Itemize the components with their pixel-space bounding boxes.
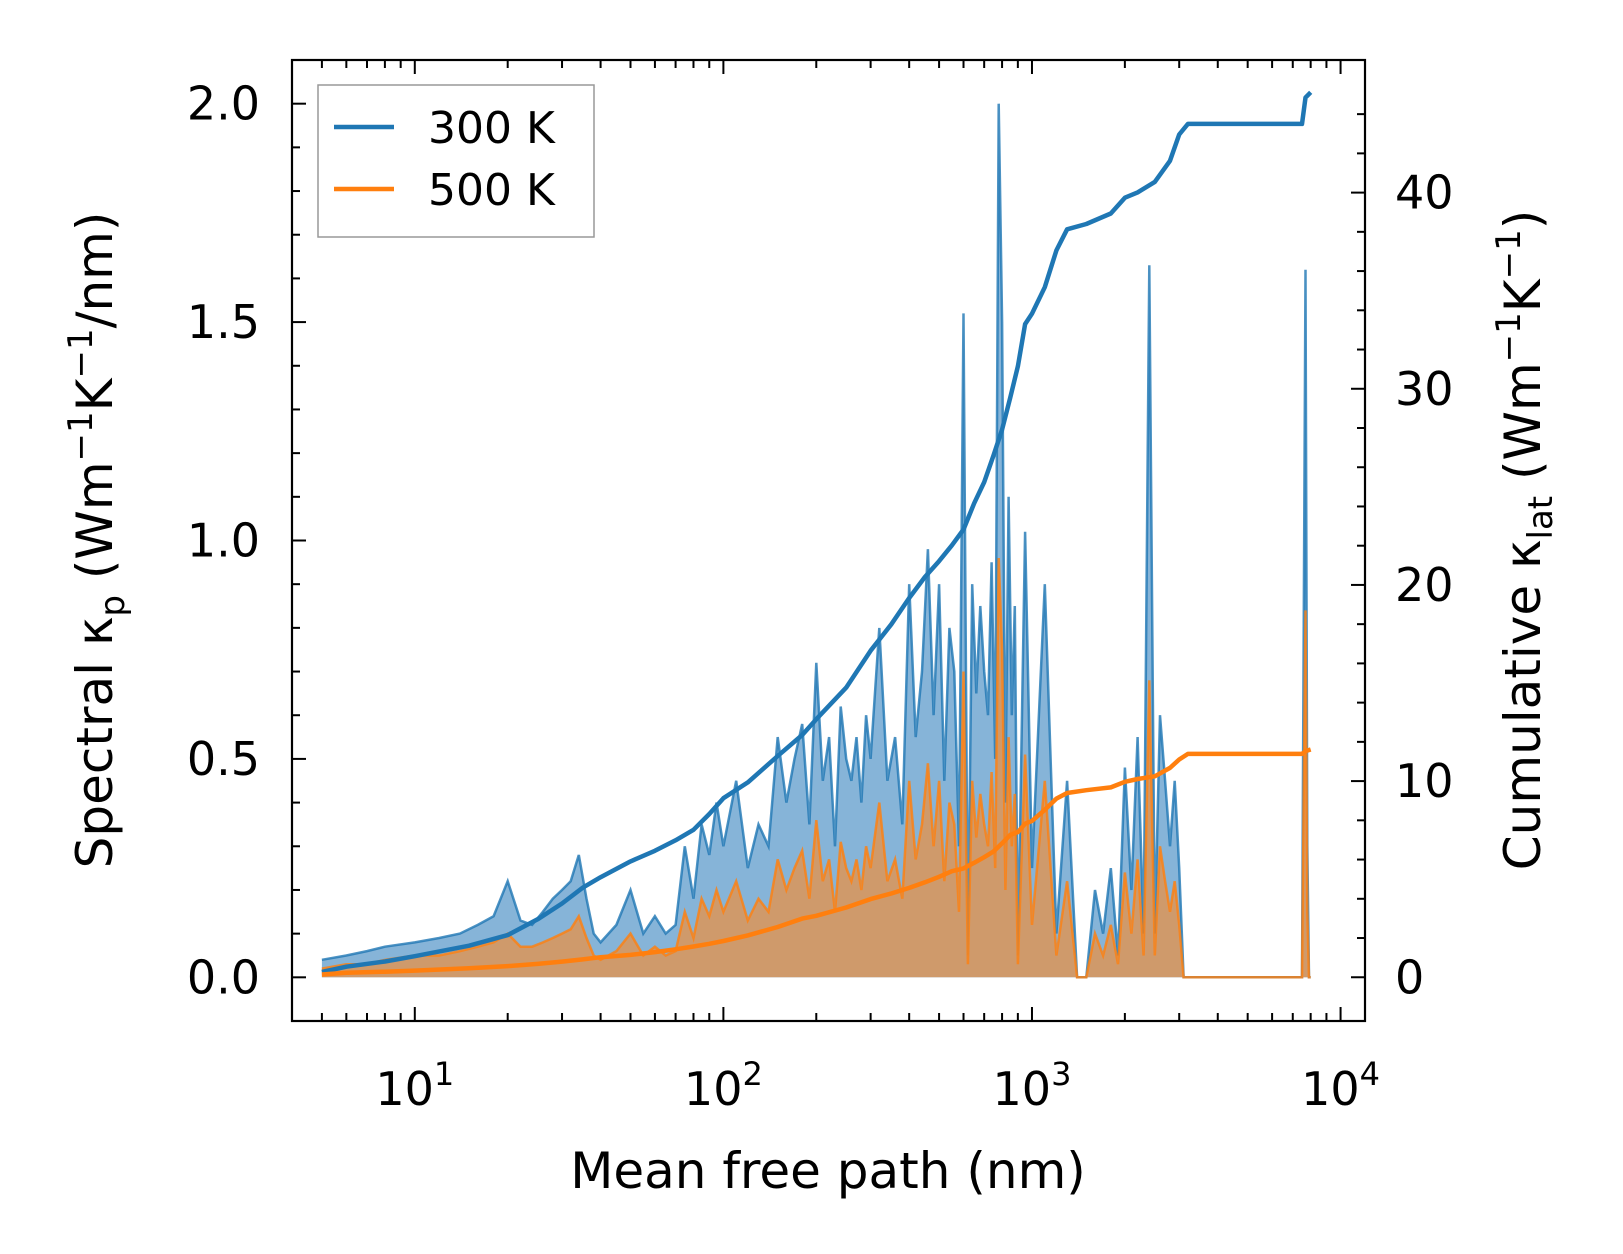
y-right-tick-label: 30 (1395, 362, 1454, 416)
x-tick-label: 103 (993, 1055, 1072, 1116)
y-right-label-sub: lat (1521, 496, 1561, 540)
y-right-tick-label: 40 (1395, 166, 1454, 220)
y-left-tick-label: 0.5 (187, 732, 260, 786)
y-left-tick-label: 1.0 (187, 514, 260, 568)
y-right-label-mid: K (1494, 278, 1552, 312)
y-right-label-sup2: −1 (1489, 229, 1529, 279)
y-left-label-tail: /nm) (66, 212, 124, 329)
legend: 300 K 500 K (317, 84, 595, 238)
y-left-label-sup2: −1 (61, 328, 101, 378)
y-right-label-unit: (Wm (1494, 362, 1552, 496)
y-right-label-sup1: −1 (1489, 312, 1529, 362)
y-left-label-sub: p (93, 595, 133, 617)
x-tick-label-base: 10 (1301, 1062, 1360, 1116)
y-axis-label-right: Cumulative κlat (Wm−1K−1) (1489, 210, 1561, 870)
y-right-tick-label: 20 (1395, 558, 1454, 612)
y-left-tick-label: 0.0 (187, 950, 260, 1004)
x-tick-label-exp: 4 (1360, 1055, 1380, 1093)
y-left-tick-label: 1.5 (187, 295, 260, 349)
y-right-tick-label: 10 (1395, 754, 1454, 808)
y-left-tick-label: 2.0 (187, 77, 260, 131)
cumulative-line-300k (321, 90, 1313, 975)
y-right-label-tail: ) (1494, 210, 1552, 230)
x-tick-label: 104 (1301, 1055, 1380, 1116)
spectral-fills (321, 103, 1311, 979)
x-tick-label-exp: 2 (742, 1055, 762, 1093)
spectral-outline-300k (321, 103, 1311, 979)
spectral-fill-500k (321, 558, 1311, 978)
x-tick-label-base: 10 (684, 1062, 743, 1116)
x-tick-label: 101 (375, 1055, 454, 1116)
y-right-tick-label: 0 (1395, 950, 1424, 1004)
y-left-label-mid: K (66, 377, 124, 411)
y-left-label-sup1: −1 (61, 411, 101, 461)
y-right-label-main: Cumulative κ (1494, 539, 1552, 870)
y-left-label-unit: (Wm (66, 461, 124, 595)
cumulative-line-500k (321, 747, 1312, 977)
legend-label-300k: 300 K (428, 103, 556, 154)
x-tick-label-exp: 3 (1051, 1055, 1071, 1093)
spectral-fill-300k (321, 103, 1311, 978)
x-axis-label: Mean free path (nm) (570, 1142, 1086, 1200)
legend-box (317, 84, 595, 238)
spectral-outline-500k (321, 557, 1311, 979)
y-axis-label-left: Spectral κp (Wm−1K−1/nm) (61, 212, 133, 869)
x-tick-label: 102 (684, 1055, 763, 1116)
x-tick-label-base: 10 (993, 1062, 1052, 1116)
series-lines (321, 90, 1313, 977)
x-tick-label-exp: 1 (434, 1055, 454, 1093)
y-left-label-main: Spectral κ (66, 617, 124, 869)
legend-label-500k: 500 K (428, 165, 556, 216)
axis-ticks (291, 60, 1365, 1022)
x-tick-label-base: 10 (375, 1062, 434, 1116)
